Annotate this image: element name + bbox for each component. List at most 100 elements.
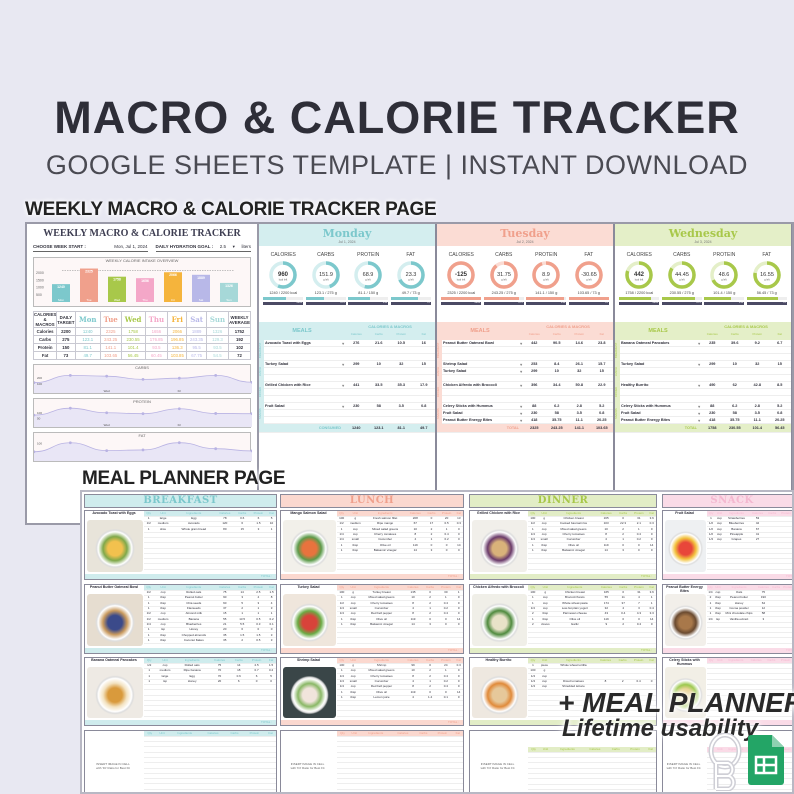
ingredient-row[interactable]: 1 tbsp Chia seeds 60 5 3 4 bbox=[144, 600, 276, 607]
ingredient-row[interactable] bbox=[528, 768, 656, 775]
ingredient-row[interactable]: 1 tbsp Balsamic vinegar 14 3 0 0 bbox=[337, 548, 463, 554]
meal-row[interactable]: ▾ bbox=[259, 410, 435, 417]
ingredient-row[interactable] bbox=[707, 637, 792, 644]
ingredient-row[interactable] bbox=[707, 689, 792, 696]
ingredient-row[interactable] bbox=[528, 762, 656, 769]
meal-row[interactable]: ▾ bbox=[615, 368, 791, 375]
ingredient-row[interactable] bbox=[337, 700, 463, 707]
ingredient-row[interactable]: 1 tbsp Chopped almonds 35 1.5 1.5 3 bbox=[144, 632, 276, 639]
ingredient-row[interactable]: 100 g Chicken breast 165 0 31 3.6 bbox=[528, 516, 656, 523]
ingredient-row[interactable]: 1 cup Broccoli florets 55 11 4 1 bbox=[528, 595, 656, 602]
ingredient-row[interactable]: 1/4 cup bbox=[528, 673, 656, 680]
ingredient-row[interactable] bbox=[528, 789, 656, 792]
dropdown-arrow-icon[interactable]: ▾ bbox=[698, 363, 700, 366]
ingredient-row[interactable] bbox=[528, 700, 656, 707]
insert-image-hint[interactable]: INSERT IMAGE IN CELL with 'Fit' Ratio for… bbox=[281, 762, 334, 770]
ingredient-row[interactable]: 1/4 small Cucumber 4 1 0.2 0 bbox=[337, 537, 463, 544]
ingredient-row[interactable] bbox=[144, 783, 276, 790]
meal-row[interactable]: Fruit Salad ▾ 230 58 3.5 0.8 bbox=[437, 410, 613, 417]
ingredient-row[interactable] bbox=[528, 553, 656, 560]
ingredient-row[interactable]: 1 tbsp Mini chocolate chips 58 bbox=[707, 611, 792, 618]
ingredient-row[interactable] bbox=[528, 752, 656, 759]
ingredient-row[interactable]: 1 tbsp Olive oil 119 0 0 14 bbox=[528, 616, 656, 623]
ingredient-row[interactable] bbox=[528, 695, 656, 701]
dropdown-arrow-icon[interactable]: ▾ bbox=[520, 342, 522, 345]
meal-row[interactable]: Shrimp Salad ▾ 253 8.4 26.1 15.7 bbox=[437, 361, 613, 368]
dropdown-arrow-icon[interactable]: ▾ bbox=[698, 412, 700, 415]
meal-row[interactable]: ▾ bbox=[615, 389, 791, 396]
ingredient-row[interactable] bbox=[144, 736, 276, 743]
ingredient-row[interactable]: 1 cup Mixed salad greens 10 2 1 0 bbox=[528, 526, 656, 533]
meal-row[interactable]: Peanut Butter Oatmeal Bowl ▾ 442 90.5 14.6 23… bbox=[437, 340, 613, 347]
dropdown-arrow-icon[interactable]: ▾ bbox=[342, 405, 344, 408]
ingredient-row[interactable] bbox=[707, 627, 792, 634]
ingredient-row[interactable] bbox=[707, 632, 792, 639]
ingredient-row[interactable]: 1/4 tsp Vanilla extract 3 bbox=[707, 616, 792, 623]
dropdown-arrow-icon[interactable]: ▾ bbox=[520, 384, 522, 387]
ingredient-row[interactable] bbox=[528, 637, 656, 644]
dropdown-arrow-icon[interactable]: ▾ bbox=[698, 419, 700, 422]
meal-row[interactable]: ▾ bbox=[437, 347, 613, 354]
ingredient-row[interactable] bbox=[337, 778, 463, 785]
dropdown-arrow-icon[interactable]: ▾ bbox=[520, 419, 522, 422]
ingredient-row[interactable] bbox=[707, 622, 792, 628]
ingredient-row[interactable]: 1 cup Mixed salad greens 10 2 1 0 bbox=[337, 526, 463, 533]
ingredient-row[interactable]: 1/2 cup Rolled oats 75 14 2.5 1.5 bbox=[144, 590, 276, 597]
ingredient-row[interactable]: 1 tsp Honey 20 6 0 0 bbox=[144, 627, 276, 634]
ingredient-row[interactable] bbox=[707, 553, 792, 560]
meal-row[interactable]: ▾ bbox=[437, 354, 613, 361]
ingredient-row[interactable] bbox=[528, 705, 656, 712]
ingredient-row[interactable] bbox=[528, 627, 656, 634]
ingredient-row[interactable]: 1 slice Whole grain bread 80 15 3 1 bbox=[144, 526, 276, 533]
ingredient-row[interactable] bbox=[144, 741, 276, 748]
meal-row[interactable]: Fruit Salad ▾ 230 58 3.5 0.8 bbox=[259, 403, 435, 410]
ingredient-row[interactable]: 1 cup Mixed salad greens 10 2 1 0 bbox=[337, 668, 463, 675]
ingredient-row[interactable]: 2 cloves Garlic 9 2 0.4 0 bbox=[528, 622, 656, 628]
hydration-goal-field[interactable]: DAILY HYDRATION GOAL :2.5 ▾ liters bbox=[155, 244, 251, 252]
meal-row[interactable]: Celery Sticks with Hummus ▾ 88 6.2 2.8 5.2 bbox=[437, 403, 613, 410]
ingredient-row[interactable]: 100 g Chicken breast 165 0 31 3.6 bbox=[528, 590, 656, 597]
ingredient-row[interactable] bbox=[144, 757, 276, 764]
ingredient-row[interactable] bbox=[528, 773, 656, 780]
ingredient-row[interactable]: 1/2 medium Ripe mango 67 17 0.5 0.3 bbox=[337, 521, 463, 528]
dropdown-arrow-icon[interactable]: ▾ bbox=[342, 384, 344, 387]
ingredient-row[interactable] bbox=[707, 673, 792, 680]
ingredient-row[interactable]: 1 piece Whole wheat tortilla bbox=[528, 663, 656, 670]
ingredient-row[interactable]: 1/4 small Cucumber 4 1 0.2 0 bbox=[337, 606, 463, 613]
meal-row[interactable]: Turkey Salad ▾ 299 10 32 15 bbox=[615, 361, 791, 368]
ingredient-row[interactable] bbox=[144, 537, 276, 544]
ingredient-row[interactable]: 1 tbsp Coconut flakes 35 2 0.5 3 bbox=[144, 637, 276, 644]
ingredient-row[interactable] bbox=[707, 700, 792, 707]
ingredient-row[interactable]: 1/2 cup Pineapple 41 bbox=[707, 532, 792, 539]
ingredient-row[interactable] bbox=[707, 710, 792, 717]
ingredient-row[interactable] bbox=[144, 746, 276, 753]
ingredient-row[interactable] bbox=[337, 632, 463, 639]
ingredient-row[interactable]: 1/2 medium Banana 55 13.5 0.5 0.2 bbox=[144, 616, 276, 623]
ingredient-row[interactable]: 1/4 cup Low-fat plain yogurt 32 4 3 0.4 bbox=[528, 606, 656, 613]
ingredient-row[interactable]: 1/2 cup Blueberries 42 bbox=[707, 521, 792, 528]
ingredient-row[interactable] bbox=[144, 768, 276, 774]
ingredient-row[interactable] bbox=[144, 553, 276, 560]
ingredient-row[interactable]: 1 tbsp Olive oil 119 0 0 14 bbox=[337, 689, 463, 696]
ingredient-row[interactable]: 100 g Shrimp 99 0 24 0.3 bbox=[337, 663, 463, 670]
insert-image-hint[interactable]: INSERT IMAGE IN CELL with 'Fit' Ratio for… bbox=[470, 762, 525, 770]
ingredient-row[interactable] bbox=[707, 663, 792, 670]
ingredient-row[interactable]: 1/4 small Cucumber 4 1 0.2 0 bbox=[528, 537, 656, 544]
meal-row[interactable]: Celery Sticks with Hummus ▾ 88 6.2 2.8 5.2 bbox=[615, 403, 791, 410]
ingredient-row[interactable] bbox=[337, 710, 463, 717]
dropdown-arrow-icon[interactable]: ▾ bbox=[520, 405, 522, 408]
ingredient-row[interactable]: 1 tbsp Honey 64 bbox=[707, 600, 792, 607]
meal-row[interactable]: ▾ bbox=[259, 347, 435, 354]
dropdown-arrow-icon[interactable]: ▾ bbox=[698, 342, 700, 345]
ingredient-row[interactable]: 2 tbsp Parmesan cheese 43 0.4 4.3 3.3 bbox=[528, 611, 656, 618]
meal-row[interactable]: ▾ bbox=[259, 368, 435, 375]
ingredient-row[interactable] bbox=[144, 695, 276, 701]
ingredient-row[interactable]: 1/2 cup Banana 67 bbox=[707, 526, 792, 533]
ingredient-row[interactable]: 100 g bbox=[528, 668, 656, 675]
ingredient-row[interactable] bbox=[144, 548, 276, 554]
ingredient-row[interactable]: 1/4 small Cucumber 4 1 0.2 0 bbox=[337, 679, 463, 686]
ingredient-row[interactable]: 1 tbsp Olive oil 119 0 0 14 bbox=[528, 542, 656, 549]
ingredient-row[interactable]: 1/4 cup Grapes 27 bbox=[707, 537, 792, 544]
ingredient-row[interactable]: 1 tbsp Balsamic vinegar 14 3 0 0 bbox=[337, 622, 463, 628]
ingredient-row[interactable]: 1/4 cup Red bell pepper 8 2 0.4 0 bbox=[337, 684, 463, 691]
